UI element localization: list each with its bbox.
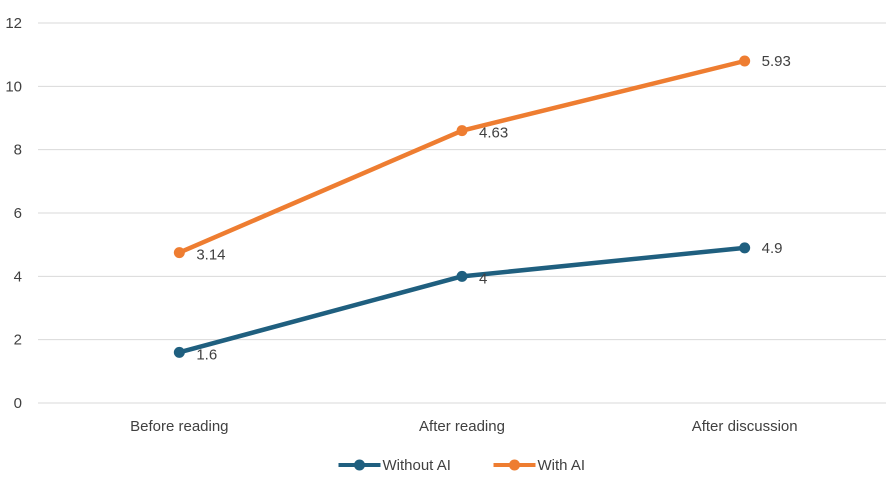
series-lines — [173, 55, 751, 358]
data-labels: 1.6 4 4.9 3.14 4.63 5.93 — [196, 53, 791, 363]
y-tick-label-0: 0 — [14, 395, 22, 412]
legend: Without AI With AI — [338, 457, 586, 474]
data-label-s1-2: 4 — [479, 270, 487, 287]
y-tick-label-2: 2 — [14, 332, 22, 349]
data-point-s2-2 — [456, 125, 468, 137]
data-point-s1-2 — [456, 270, 468, 282]
gridlines — [38, 22, 886, 404]
data-label-s2-1: 3.14 — [196, 247, 225, 264]
data-point-s2-3 — [739, 55, 751, 67]
data-label-s1-1: 1.6 — [196, 346, 217, 363]
data-point-s1-1 — [173, 346, 185, 358]
y-tick-label-8: 8 — [14, 142, 22, 159]
y-tick-label-4: 4 — [14, 268, 22, 285]
x-axis-tick-labels: Before reading After reading After discuss… — [130, 418, 797, 435]
data-label-s1-3: 4.9 — [762, 240, 783, 257]
legend-item-2: With AI — [493, 457, 586, 474]
legend-label-2: With AI — [538, 457, 586, 474]
legend-item-1: Without AI — [338, 457, 451, 474]
series-line-2 — [177, 58, 747, 255]
x-tick-label-1: Before reading — [130, 418, 228, 435]
data-label-s2-3: 5.93 — [762, 53, 791, 70]
data-label-s2-2: 4.63 — [479, 125, 508, 142]
x-tick-label-2: After reading — [419, 418, 505, 435]
legend-marker-2 — [509, 459, 520, 471]
data-point-s2-1 — [173, 247, 185, 259]
series-line-1 — [177, 245, 747, 355]
legend-marker-1 — [354, 459, 365, 471]
x-tick-label-3: After discussion — [692, 418, 798, 435]
y-tick-label-6: 6 — [14, 205, 22, 222]
legend-label-1: Without AI — [383, 457, 451, 474]
y-tick-label-12: 12 — [5, 15, 22, 32]
y-axis-tick-labels: 0 2 4 6 8 10 12 — [5, 15, 22, 412]
y-tick-label-10: 10 — [5, 78, 22, 95]
data-point-s1-3 — [739, 242, 751, 254]
